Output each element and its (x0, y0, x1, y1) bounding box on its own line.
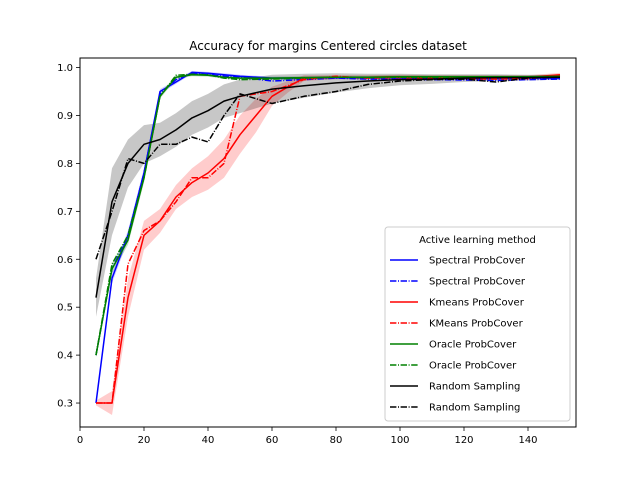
x-tick-label: 120 (454, 435, 473, 446)
y-tick-label: 0.4 (57, 351, 73, 362)
series-line-5 (95, 73, 561, 356)
y-tick-label: 0.3 (57, 399, 73, 410)
x-tick-label: 140 (518, 435, 537, 446)
y-tick-label: 0.5 (57, 303, 73, 314)
x-tick-label: 0 (77, 435, 83, 446)
legend-title: Active learning method (419, 235, 536, 246)
x-tick-label: 60 (266, 435, 279, 446)
legend-entry-label: Random Sampling (429, 403, 520, 414)
series-lines (95, 71, 561, 404)
legend: Active learning method Spectral ProbCover… (384, 226, 571, 422)
x-tick-label: 80 (330, 435, 343, 446)
y-tick-label: 0.9 (57, 111, 73, 122)
legend-entry-label: Random Sampling (429, 382, 520, 393)
series-line-7 (95, 76, 561, 260)
axes: 0 20 40 60 80 100 120 140 0.3 0.4 0.5 0.6 0.7 0.8 0.9 1… (57, 57, 577, 446)
plot-frame (79, 57, 577, 428)
series-line-6 (95, 76, 561, 298)
y-tick-label: 0.6 (57, 255, 73, 266)
legend-box (384, 226, 571, 422)
chart-title: Accuracy for margins Centered circles da… (189, 39, 467, 53)
y-tick-label: 0.7 (57, 207, 73, 218)
legend-entry-label: Spectral ProbCover (429, 277, 526, 288)
legend-entry-label: Oracle ProbCover (429, 361, 517, 372)
x-tick-label: 100 (390, 435, 409, 446)
legend-entry-label: Oracle ProbCover (429, 340, 517, 351)
legend-entry-label: KMeans ProbCover (429, 319, 524, 330)
confidence-band-2 (96, 72, 560, 416)
y-tick-label: 0.8 (57, 159, 73, 170)
x-tick-label: 40 (202, 435, 215, 446)
legend-entry-label: Spectral ProbCover (429, 256, 526, 267)
legend-entry-label: Kmeans ProbCover (429, 298, 525, 309)
y-tick-label: 1.0 (57, 63, 73, 74)
series-line-3 (96, 74, 561, 404)
x-tick-label: 20 (138, 435, 151, 446)
confidence-bands (96, 70, 560, 416)
